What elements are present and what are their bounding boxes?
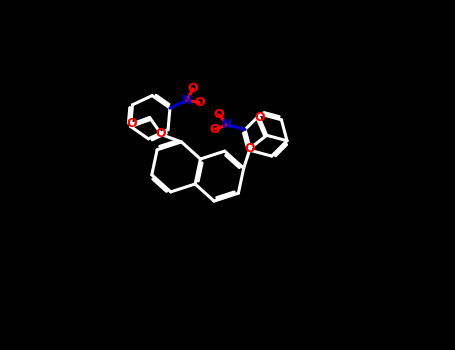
Text: O: O xyxy=(210,123,220,136)
Text: O: O xyxy=(213,108,224,121)
Text: N: N xyxy=(182,94,192,107)
Text: O: O xyxy=(194,96,205,109)
Text: O: O xyxy=(254,111,265,124)
Text: O: O xyxy=(126,118,137,131)
Text: O: O xyxy=(245,142,256,155)
Text: N: N xyxy=(222,118,233,131)
Text: O: O xyxy=(188,83,198,96)
Text: O: O xyxy=(155,127,166,140)
